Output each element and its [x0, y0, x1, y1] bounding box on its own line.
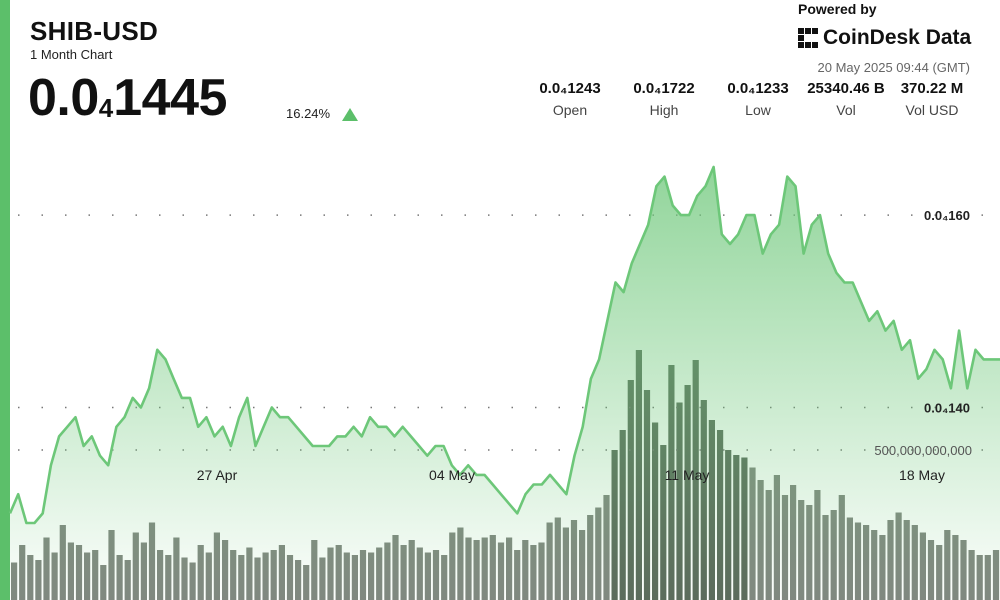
x-tick-label: 18 May — [899, 467, 945, 483]
brand-logo: CoinDesk Data — [798, 26, 971, 50]
change-percent: 16.24% — [286, 106, 331, 121]
stat-value: 25340.46 B — [807, 80, 885, 97]
powered-by-label: Powered by — [798, 1, 877, 17]
timeframe-label: 1 Month Chart — [30, 47, 113, 62]
price-area — [10, 167, 1000, 600]
stat-label: Vol — [836, 102, 856, 118]
timestamp: 20 May 2025 09:44 (GMT) — [817, 60, 970, 75]
stat-vol-usd: 370.22 M Vol USD — [882, 80, 982, 118]
stat-open: 0.0₄1243 Open — [520, 80, 620, 118]
stat-label: Open — [552, 102, 588, 118]
x-tick-label: 11 May — [665, 467, 710, 483]
stat-value: 0.0₄1243 — [539, 80, 601, 97]
stat-value: 0.0₄1722 — [633, 80, 695, 97]
symbol-title: SHIB-USD — [30, 16, 159, 46]
coindesk-logo-icon — [798, 28, 818, 48]
stat-label: High — [649, 102, 679, 118]
stat-label: Low — [745, 102, 771, 118]
accent-bar — [0, 0, 10, 600]
stat-value: 0.0₄1233 — [727, 80, 789, 97]
volume-tick-label: 500,000,000,000 — [874, 443, 972, 458]
x-tick-label: 04 May — [429, 467, 475, 483]
x-tick-label: 27 Apr — [197, 467, 238, 483]
current-price: 0.041445 — [28, 66, 227, 138]
brand-name: CoinDesk Data — [823, 26, 972, 49]
stat-low: 0.0₄1233 Low — [708, 80, 808, 118]
price-tail: 1445 — [113, 69, 227, 127]
price-line — [8, 165, 1000, 525]
up-arrow-icon — [342, 108, 358, 121]
price-main: 0.0 — [28, 69, 99, 127]
stat-value: 370.22 M — [900, 80, 964, 97]
y-tick-label: 0.0₄160 — [924, 208, 970, 223]
stat-high: 0.0₄1722 High — [614, 80, 714, 118]
y-tick-label: 0.0₄140 — [924, 401, 970, 416]
stat-vol: 25340.46 B Vol — [796, 80, 896, 118]
stat-label: Vol USD — [905, 102, 959, 118]
price-subscript: 4 — [98, 93, 114, 123]
